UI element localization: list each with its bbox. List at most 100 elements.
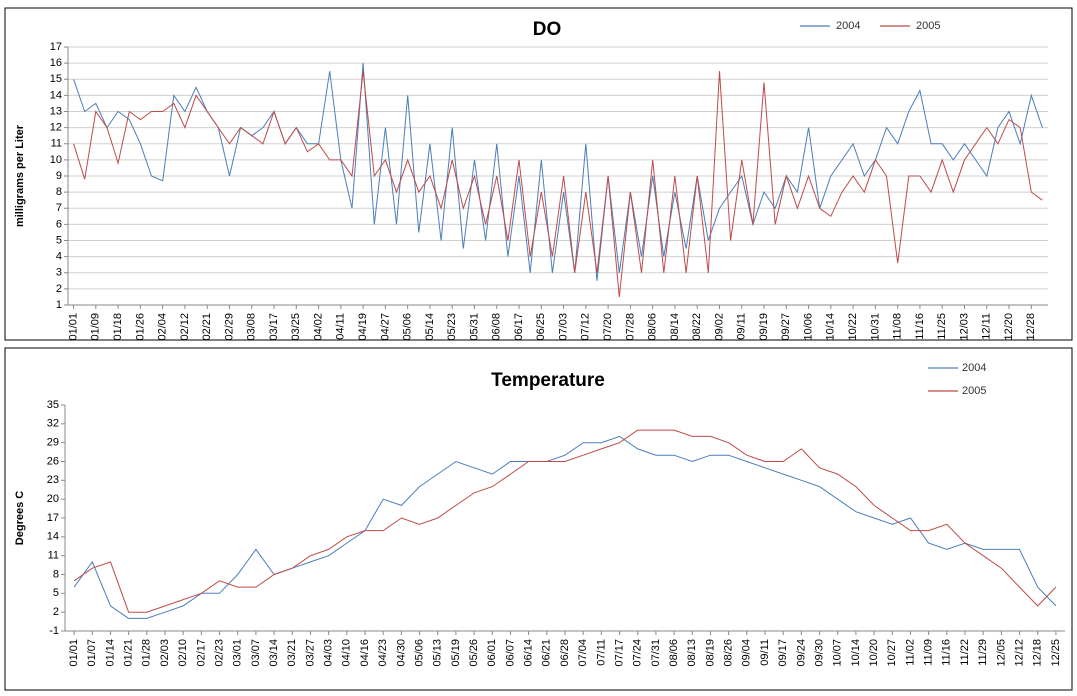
x-tick-label: 01/07 <box>86 639 98 667</box>
x-tick-label: 05/06 <box>402 313 414 341</box>
x-tick-label: 11/29 <box>977 639 989 666</box>
x-tick-label: 08/06 <box>647 313 659 341</box>
y-tick-label: 3 <box>56 267 62 279</box>
y-tick-label: 12 <box>50 122 62 134</box>
y-tick-label: 5 <box>53 587 59 599</box>
x-tick-label: 04/27 <box>379 313 391 341</box>
y-tick-label: 1 <box>56 299 62 311</box>
x-tick-label: 09/27 <box>780 313 792 341</box>
y-tick-label: 26 <box>47 455 59 467</box>
x-tick-label: 12/11 <box>981 313 993 340</box>
x-tick-label: 04/16 <box>359 639 371 667</box>
x-tick-label: 06/01 <box>486 639 498 667</box>
x-tick-label: 07/28 <box>624 313 636 341</box>
y-tick-label: 11 <box>48 550 59 562</box>
x-tick-label: 11/16 <box>914 313 926 340</box>
x-tick-label: 12/28 <box>1025 313 1037 341</box>
y-tick-label: 14 <box>50 89 62 101</box>
x-tick-label: 09/02 <box>713 313 725 341</box>
x-tick-label: 10/14 <box>825 313 837 341</box>
x-tick-label: 07/11 <box>595 639 607 666</box>
x-tick-label: 11/22 <box>959 639 971 666</box>
x-tick-label: 03/07 <box>250 639 262 667</box>
x-tick-label: 09/11 <box>736 313 748 340</box>
x-tick-label: 02/12 <box>179 313 191 341</box>
x-tick-label: 07/12 <box>580 313 592 341</box>
x-tick-label: 10/20 <box>868 639 880 667</box>
x-tick-label: 03/01 <box>232 639 244 667</box>
x-tick-label: 11/16 <box>941 639 953 666</box>
x-tick-label: 09/30 <box>813 639 825 667</box>
x-tick-label: 10/14 <box>850 639 862 667</box>
x-tick-label: 02/04 <box>157 313 169 341</box>
x-tick-label: 06/21 <box>541 639 553 667</box>
x-tick-label: 11/25 <box>936 313 948 340</box>
data-line <box>73 435 1057 619</box>
x-tick-label: 05/23 <box>446 313 458 341</box>
x-tick-label: 04/11 <box>335 313 347 340</box>
x-tick-label: 04/19 <box>357 313 369 341</box>
x-tick-label: 02/03 <box>159 639 171 667</box>
x-tick-label: 02/21 <box>201 313 213 341</box>
x-tick-label: 05/06 <box>413 639 425 667</box>
y-tick-label: 2 <box>53 606 59 618</box>
y-tick-label: 8 <box>53 568 59 580</box>
x-tick-label: 09/19 <box>758 313 770 341</box>
x-tick-label: 08/13 <box>686 639 698 667</box>
x-tick-label: 04/03 <box>323 639 335 667</box>
y-tick-label: 20 <box>47 493 59 505</box>
x-tick-label: 04/02 <box>312 313 324 341</box>
x-tick-label: 08/14 <box>669 313 681 341</box>
x-tick-label: 06/28 <box>559 639 571 667</box>
x-tick-label: 06/17 <box>513 313 525 341</box>
x-tick-label: 04/23 <box>377 639 389 667</box>
x-tick-label: 07/24 <box>632 639 644 667</box>
legend-label: 2004 <box>962 362 986 374</box>
panel-border <box>4 347 1073 691</box>
x-tick-label: 09/11 <box>759 639 771 666</box>
x-tick-label: 03/17 <box>268 313 280 341</box>
x-tick-label: 03/25 <box>290 313 302 341</box>
x-tick-label: 02/17 <box>195 639 207 667</box>
data-line <box>73 63 1043 281</box>
chart-title: DO <box>533 19 562 40</box>
y-tick-label: 2 <box>56 283 62 295</box>
y-tick-label: 17 <box>50 41 62 53</box>
x-tick-label: 08/26 <box>723 639 735 667</box>
y-tick-label: -1 <box>49 625 59 637</box>
x-tick-label: 07/03 <box>557 313 569 341</box>
y-tick-label: 10 <box>50 154 62 166</box>
legend-label: 2005 <box>962 385 986 397</box>
y-tick-label: 13 <box>50 105 62 117</box>
y-tick-label: 16 <box>50 57 62 69</box>
x-tick-label: 11/08 <box>892 313 904 340</box>
y-tick-label: 35 <box>47 399 59 411</box>
legend-label: 2005 <box>916 20 940 32</box>
x-tick-label: 02/23 <box>213 639 225 667</box>
x-tick-label: 05/13 <box>432 639 444 667</box>
y-tick-label: 7 <box>56 202 62 214</box>
x-tick-label: 12/12 <box>1013 639 1025 667</box>
y-tick-label: 14 <box>47 531 59 543</box>
x-tick-label: 10/07 <box>832 639 844 667</box>
legend-label: 2004 <box>836 20 860 32</box>
x-tick-label: 03/27 <box>304 639 316 667</box>
x-tick-label: 01/26 <box>134 313 146 341</box>
x-tick-label: 04/30 <box>395 639 407 667</box>
y-axis-label: Degrees C <box>14 491 26 545</box>
y-tick-label: 32 <box>47 418 59 430</box>
y-tick-label: 8 <box>56 186 62 198</box>
x-tick-label: 10/27 <box>886 639 898 667</box>
x-tick-label: 06/14 <box>523 639 535 667</box>
x-tick-label: 01/01 <box>68 639 80 667</box>
x-tick-label: 03/08 <box>246 313 258 341</box>
x-tick-label: 07/31 <box>650 639 662 667</box>
x-tick-label: 11/09 <box>923 639 935 666</box>
x-tick-label: 05/31 <box>468 313 480 341</box>
x-tick-label: 03/21 <box>286 639 298 667</box>
x-tick-label: 10/31 <box>869 313 881 341</box>
x-tick-label: 08/19 <box>704 639 716 667</box>
y-tick-label: 4 <box>56 251 62 263</box>
x-tick-label: 02/10 <box>177 639 189 667</box>
x-tick-label: 03/14 <box>268 639 280 667</box>
